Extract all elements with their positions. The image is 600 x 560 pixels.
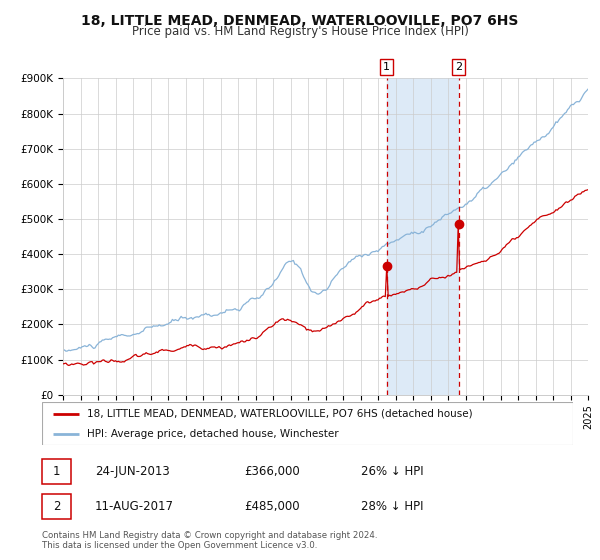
Text: 18, LITTLE MEAD, DENMEAD, WATERLOOVILLE, PO7 6HS (detached house): 18, LITTLE MEAD, DENMEAD, WATERLOOVILLE,… (87, 409, 473, 419)
Text: 1: 1 (53, 465, 61, 478)
Text: HPI: Average price, detached house, Winchester: HPI: Average price, detached house, Winc… (87, 428, 339, 438)
Text: 2: 2 (455, 62, 462, 72)
Text: Price paid vs. HM Land Registry's House Price Index (HPI): Price paid vs. HM Land Registry's House … (131, 25, 469, 38)
Text: 18, LITTLE MEAD, DENMEAD, WATERLOOVILLE, PO7 6HS: 18, LITTLE MEAD, DENMEAD, WATERLOOVILLE,… (82, 14, 518, 28)
Text: £485,000: £485,000 (244, 500, 299, 512)
FancyBboxPatch shape (42, 459, 71, 484)
Text: 2: 2 (53, 500, 61, 512)
Text: 24-JUN-2013: 24-JUN-2013 (95, 465, 170, 478)
Text: £366,000: £366,000 (244, 465, 299, 478)
Text: Contains HM Land Registry data © Crown copyright and database right 2024.
This d: Contains HM Land Registry data © Crown c… (42, 531, 377, 550)
Text: 1: 1 (383, 62, 390, 72)
Text: 11-AUG-2017: 11-AUG-2017 (95, 500, 174, 512)
Text: 26% ↓ HPI: 26% ↓ HPI (361, 465, 423, 478)
Bar (387, 78, 458, 395)
FancyBboxPatch shape (42, 493, 71, 519)
Text: 28% ↓ HPI: 28% ↓ HPI (361, 500, 423, 512)
